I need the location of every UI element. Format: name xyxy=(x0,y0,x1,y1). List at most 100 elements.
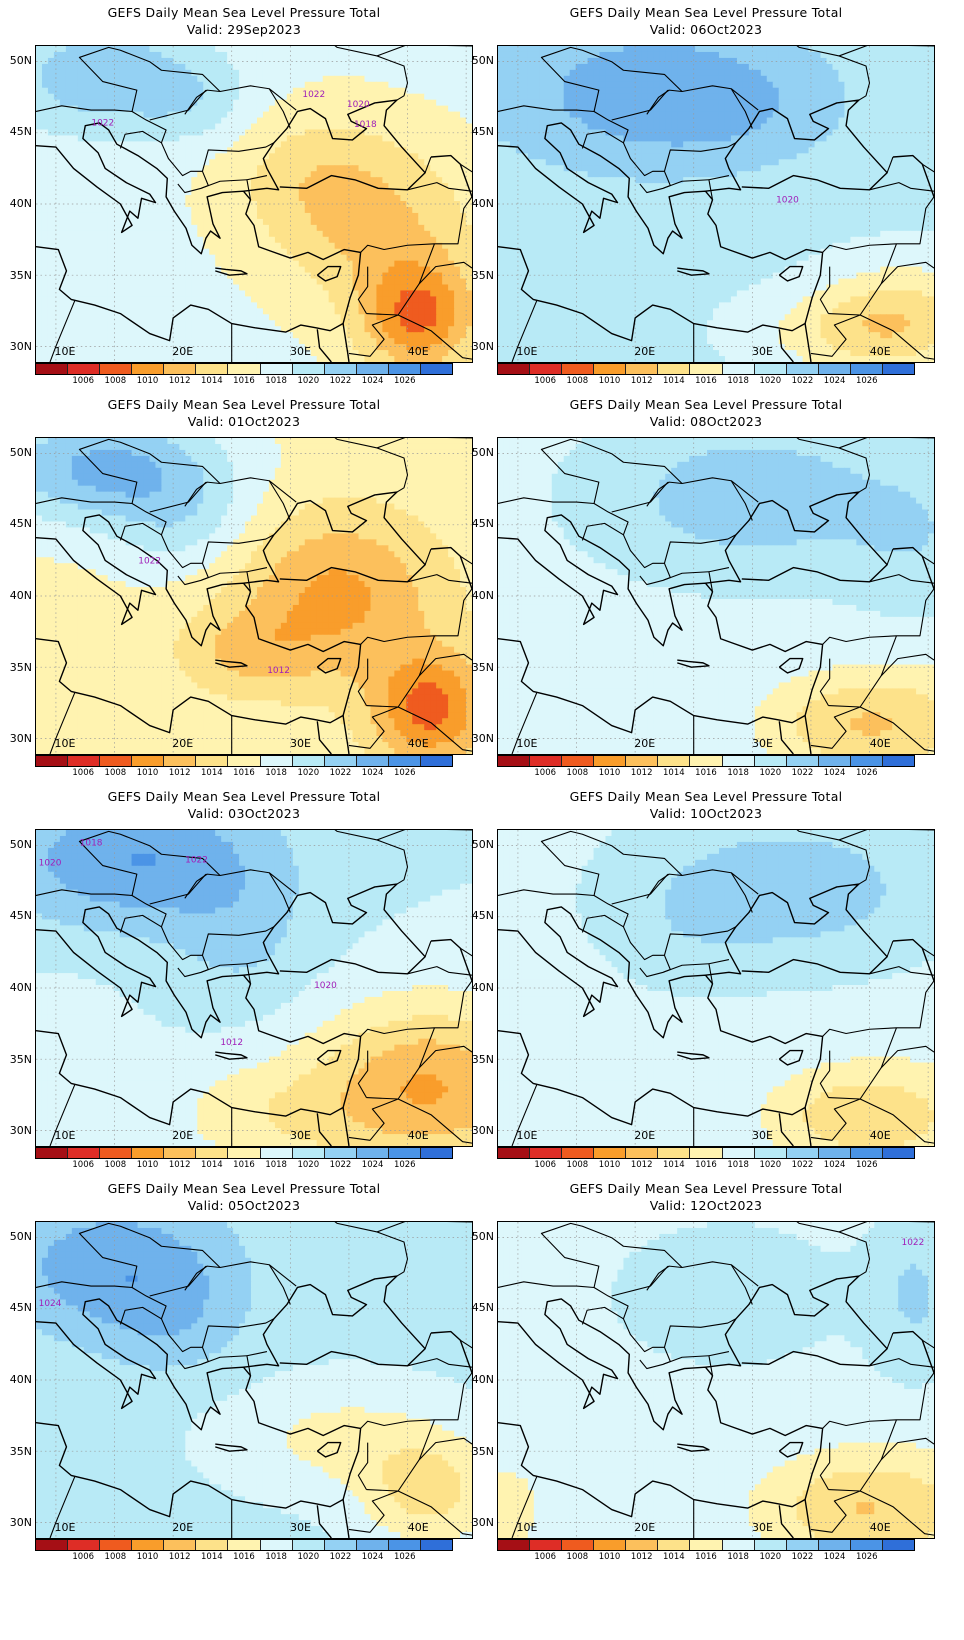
pressure-cell xyxy=(71,218,79,226)
pressure-cell xyxy=(376,356,383,362)
pressure-cell xyxy=(442,266,449,274)
pressure-cell xyxy=(647,123,654,130)
pressure-cell xyxy=(892,99,899,107)
pressure-cell xyxy=(623,87,630,95)
pressure-cell xyxy=(814,105,822,113)
pressure-cell xyxy=(352,284,360,291)
pressure-cell xyxy=(400,177,407,184)
pressure-cell xyxy=(256,147,264,154)
pressure-cell xyxy=(185,123,192,130)
pressure-cell xyxy=(280,129,288,136)
pressure-cell xyxy=(856,87,863,95)
pressure-cell xyxy=(316,230,324,238)
pressure-cell xyxy=(346,159,354,166)
pressure-cell xyxy=(778,75,786,83)
pressure-cell xyxy=(454,51,461,59)
pressure-cell xyxy=(268,63,276,71)
pressure-cell xyxy=(197,75,204,83)
pressure-cell xyxy=(352,189,360,196)
pressure-cell xyxy=(292,117,300,125)
pressure-cell xyxy=(617,51,624,59)
pressure-cell xyxy=(221,69,228,77)
pressure-cell xyxy=(322,111,330,119)
pressure-cell xyxy=(215,242,222,250)
pressure-cell xyxy=(268,236,276,244)
pressure-cell xyxy=(430,332,437,339)
pressure-cell xyxy=(274,218,282,226)
pressure-cell xyxy=(832,81,839,89)
pressure-cell xyxy=(286,75,294,83)
pressure-cell xyxy=(671,75,678,83)
pressure-cell xyxy=(521,111,529,119)
pressure-cell xyxy=(868,105,875,113)
pressure-cell xyxy=(227,236,234,244)
pressure-cell xyxy=(760,117,768,125)
pressure-cell xyxy=(599,51,607,59)
pressure-cell xyxy=(334,224,342,232)
pressure-cell xyxy=(581,75,589,83)
pressure-cell xyxy=(209,326,216,333)
pressure-cell xyxy=(95,93,103,101)
pressure-cell xyxy=(137,260,145,268)
pressure-cell xyxy=(310,230,318,238)
pressure-cell xyxy=(256,105,264,113)
pressure-cell xyxy=(53,189,61,196)
pressure-cell xyxy=(245,123,252,130)
pressure-cell xyxy=(221,159,228,166)
pressure-cell xyxy=(328,278,336,285)
pressure-cell xyxy=(358,75,365,83)
pressure-cell xyxy=(418,248,425,256)
pressure-cell xyxy=(53,242,61,250)
pressure-cell xyxy=(233,141,240,148)
pressure-cell xyxy=(322,195,330,202)
pressure-cell xyxy=(527,81,535,89)
pressure-cell xyxy=(424,93,431,101)
pressure-cell xyxy=(772,87,780,95)
pressure-cell xyxy=(400,153,407,160)
pressure-cell xyxy=(808,63,816,71)
pressure-cell xyxy=(191,308,198,315)
pressure-cell xyxy=(131,266,139,274)
pressure-cell xyxy=(406,177,413,184)
pressure-cell xyxy=(41,93,49,101)
pressure-cell xyxy=(215,93,222,101)
pressure-cell xyxy=(173,189,180,196)
pressure-cell xyxy=(346,284,354,291)
pressure-cell xyxy=(262,57,270,65)
pressure-cell xyxy=(394,51,401,59)
pressure-cell xyxy=(149,46,156,53)
pressure-cell xyxy=(808,51,816,59)
pressure-cell xyxy=(77,272,85,280)
pressure-cell xyxy=(125,332,133,339)
pressure-cell xyxy=(95,141,103,148)
pressure-cell xyxy=(340,111,348,119)
pressure-cell xyxy=(364,356,371,362)
pressure-cell xyxy=(59,206,67,214)
pressure-cell xyxy=(724,81,732,89)
pressure-cell xyxy=(65,290,73,297)
pressure-cell xyxy=(227,302,234,309)
pressure-cell xyxy=(119,57,127,65)
pressure-cell xyxy=(298,46,306,53)
pressure-cell xyxy=(316,135,324,142)
pressure-cell xyxy=(71,57,79,65)
pressure-cell xyxy=(424,278,431,285)
pressure-cell xyxy=(89,87,97,95)
pressure-cell xyxy=(41,296,49,303)
pressure-cell xyxy=(185,57,192,65)
pressure-cell xyxy=(850,93,857,101)
pressure-cell xyxy=(47,123,55,130)
pressure-cell xyxy=(430,254,437,262)
pressure-cell xyxy=(766,69,774,77)
pressure-cell xyxy=(460,141,467,148)
pressure-cell xyxy=(784,123,792,130)
pressure-cell xyxy=(364,326,371,333)
pressure-cell xyxy=(671,63,678,71)
pressure-cell xyxy=(376,135,383,142)
pressure-cell xyxy=(262,75,270,83)
contour-label: 1022 xyxy=(302,90,325,100)
pressure-cell xyxy=(41,153,49,160)
pressure-cell xyxy=(203,302,210,309)
colorbar-label: 1012 xyxy=(165,376,195,386)
pressure-cell xyxy=(910,57,917,65)
